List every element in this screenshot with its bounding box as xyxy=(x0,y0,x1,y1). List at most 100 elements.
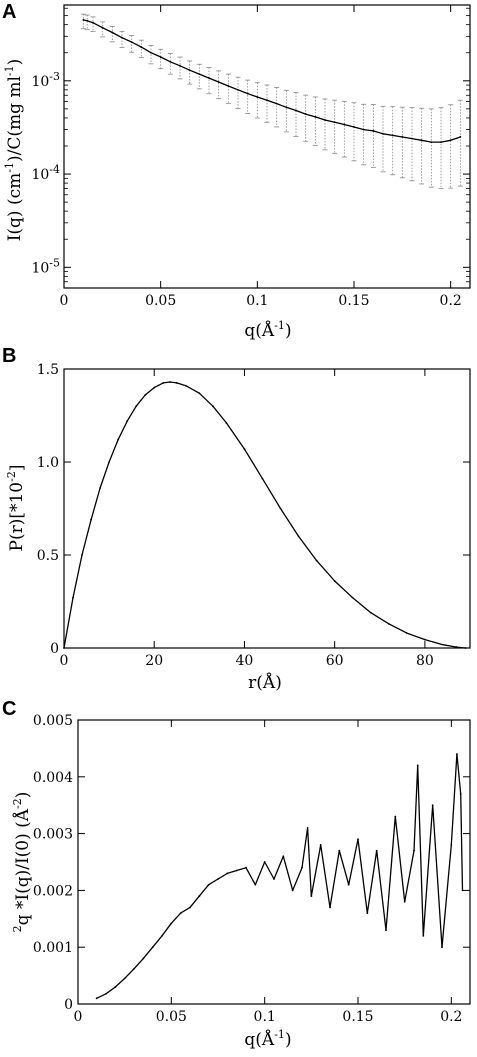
data-point xyxy=(81,554,83,556)
y-tick-label: 10-5 xyxy=(31,256,60,276)
data-point xyxy=(333,121,336,124)
y-tick-labels-c: 0 0.001 0.002 0.003 0.004 0.005 xyxy=(33,713,73,1013)
data-point xyxy=(235,869,238,872)
data-point xyxy=(413,849,415,852)
data-point xyxy=(217,878,219,880)
data-point xyxy=(431,804,434,807)
x-tick-label: 20 xyxy=(145,653,163,669)
plot-a xyxy=(63,4,471,289)
data-point xyxy=(394,815,397,818)
data-point xyxy=(291,889,294,892)
data-point xyxy=(456,753,458,755)
data-point xyxy=(449,139,452,142)
data-point xyxy=(189,906,191,909)
y-tick-label: 0 xyxy=(64,997,73,1013)
data-point xyxy=(422,934,425,937)
data-point xyxy=(208,77,210,79)
data-point xyxy=(150,51,152,54)
data-point xyxy=(295,109,297,112)
data-point xyxy=(464,647,467,649)
y-axis-label-a: I(q) (cm-1)/C(mg ml-1) xyxy=(3,59,25,242)
data-point xyxy=(306,827,309,829)
data-point xyxy=(263,861,266,863)
y-tick-label: 0.004 xyxy=(33,770,73,786)
data-point xyxy=(333,580,336,582)
data-point xyxy=(159,56,162,58)
x-axis-label-a: q(Å-1) xyxy=(244,319,291,341)
data-point xyxy=(366,912,369,915)
data-point xyxy=(304,113,307,115)
data-point xyxy=(405,632,408,635)
y-axis-label-b: P(r)[*10-2] xyxy=(5,465,27,552)
y-axis-label-c: 2q *I(q)/I(0) (Å-2) xyxy=(11,792,33,933)
data-point xyxy=(123,977,126,980)
y-tick-label: 0.5 xyxy=(37,548,59,564)
data-point xyxy=(324,119,326,121)
data-point xyxy=(459,136,462,138)
data-point xyxy=(266,99,268,102)
plot-frame xyxy=(63,4,471,289)
data-point xyxy=(161,934,163,937)
panel-a: A 10-5 10-4 10-3 0 0.05 0.1 0.15 0.2 q(Å-1) I(… xyxy=(2,1,471,341)
data-point xyxy=(301,866,303,869)
data-point xyxy=(198,392,201,395)
data-point xyxy=(273,878,275,880)
x-tick-labels-a: 0 0.05 0.1 0.15 0.2 xyxy=(60,293,462,309)
data-point xyxy=(403,900,406,903)
data-point xyxy=(86,19,89,22)
plot-b xyxy=(63,368,471,649)
y-tick-label: 0 xyxy=(50,641,59,657)
data-point xyxy=(179,64,181,67)
data-point xyxy=(133,967,135,970)
data-point xyxy=(217,81,220,83)
series-line xyxy=(96,753,464,999)
data-point xyxy=(450,844,453,846)
data-point xyxy=(140,46,143,48)
data-point xyxy=(226,872,229,875)
data-point xyxy=(455,646,458,648)
y-tick-label: 10-3 xyxy=(31,70,60,90)
y-tick-label: 0.001 xyxy=(33,940,73,956)
x-tick-label: 0.1 xyxy=(246,293,268,309)
data-point xyxy=(254,883,257,886)
data-point xyxy=(151,946,154,949)
x-axis-label-c: q(Å-1) xyxy=(244,1028,291,1050)
data-point xyxy=(375,849,378,852)
data-point xyxy=(169,381,171,383)
data-point xyxy=(72,596,74,599)
plot-c xyxy=(77,719,471,1005)
data-point xyxy=(105,992,107,995)
data-point xyxy=(357,838,359,841)
data-point xyxy=(382,132,384,135)
y-tick-label: 0.002 xyxy=(33,883,73,899)
data-point xyxy=(391,134,394,137)
data-point xyxy=(256,96,259,98)
y-tick-label: 1.5 xyxy=(37,362,59,378)
data-point xyxy=(101,26,104,29)
panel-letter-c: C xyxy=(2,698,16,720)
data-point xyxy=(282,855,285,858)
data-point xyxy=(275,102,278,105)
data-point xyxy=(153,386,156,389)
data-point xyxy=(95,997,98,1000)
data-point xyxy=(385,929,387,932)
x-tick-label: 0.05 xyxy=(156,1009,187,1025)
data-point xyxy=(170,922,173,925)
data-point xyxy=(207,883,210,886)
y-tick-label: 0.003 xyxy=(33,827,73,843)
data-point xyxy=(237,88,239,91)
x-tick-label: 80 xyxy=(416,653,434,669)
data-point xyxy=(279,507,282,510)
plot-frame xyxy=(63,368,471,649)
data-point xyxy=(319,844,322,846)
data-point xyxy=(245,866,247,869)
data-point xyxy=(227,85,230,87)
series-line xyxy=(83,19,461,143)
data-point xyxy=(126,420,129,422)
data-point xyxy=(111,31,114,34)
y-tick-label: 1.0 xyxy=(37,455,59,471)
data-point xyxy=(175,382,178,384)
x-tick-label: 0 xyxy=(60,293,69,309)
data-point xyxy=(243,448,246,450)
